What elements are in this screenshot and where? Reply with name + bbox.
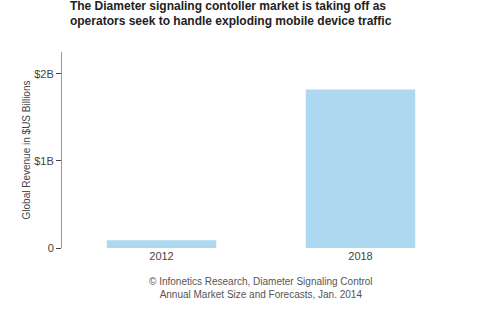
svg-text:Global Revenue in $US Billions: Global Revenue in $US Billions <box>21 81 32 220</box>
svg-text:The Diameter signaling contoll: The Diameter signaling contoller market … <box>70 0 392 28</box>
svg-text:$1B: $1B <box>34 155 54 167</box>
svg-text:0: 0 <box>48 242 54 254</box>
svg-text:$2B: $2B <box>34 68 54 80</box>
svg-text:2018: 2018 <box>348 250 372 262</box>
svg-text:© Infonetics Research, Diamete: © Infonetics Research, Diameter Signalin… <box>149 276 373 300</box>
svg-text:2012: 2012 <box>149 250 173 262</box>
